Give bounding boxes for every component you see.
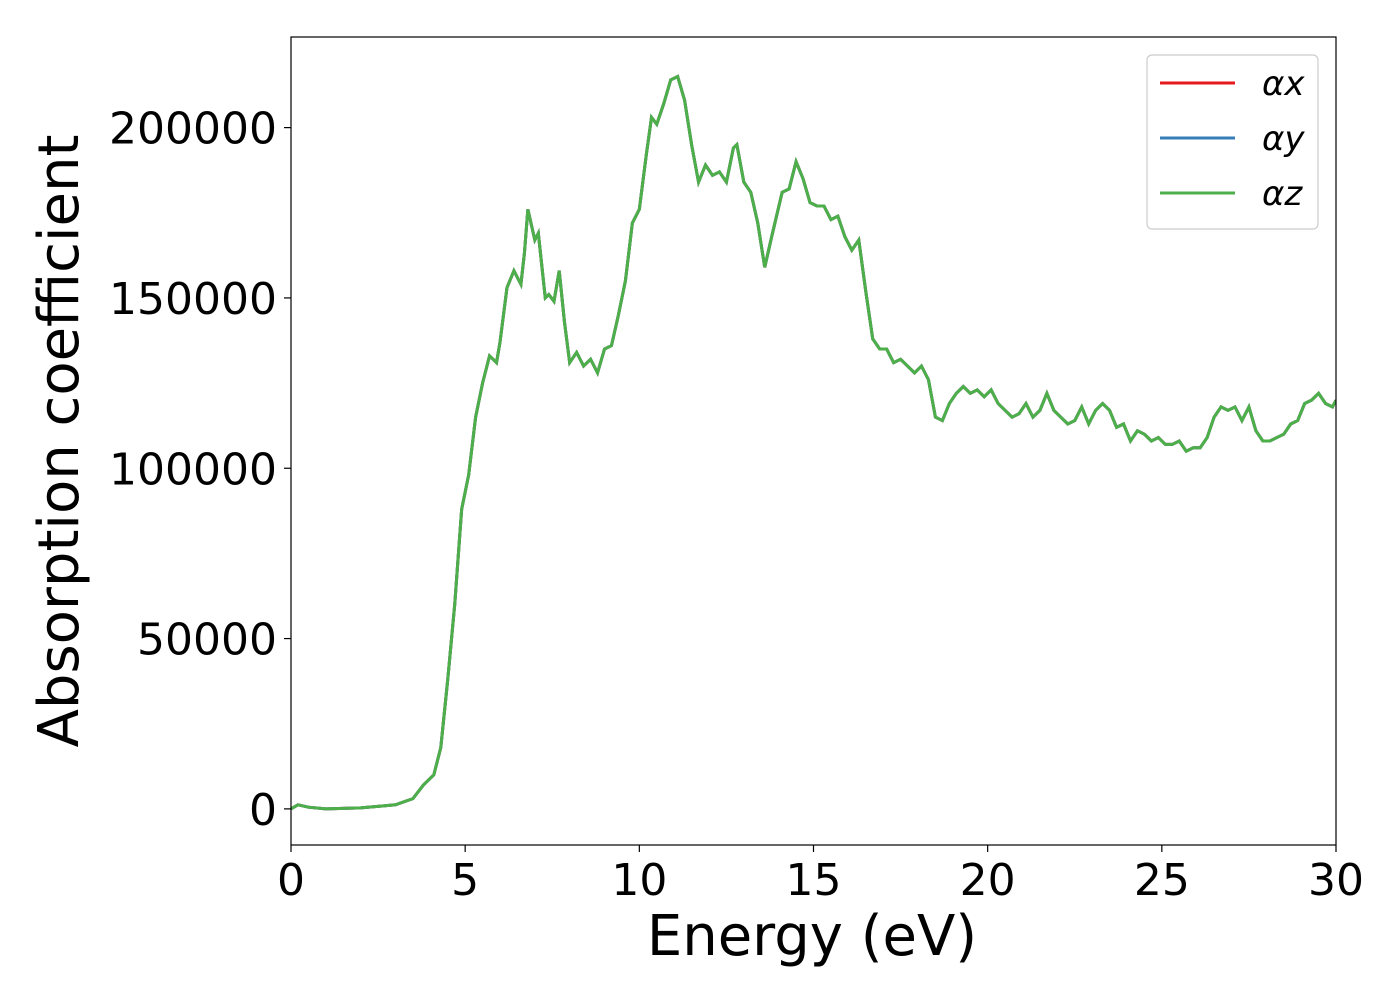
series-line	[291, 74, 1336, 811]
legend-box	[1146, 54, 1319, 230]
y-tick-label: 0	[249, 785, 277, 836]
x-tick-label: 0	[277, 855, 305, 906]
plot-frame	[290, 36, 1337, 846]
legend-label: αy	[1262, 119, 1305, 159]
x-tick-label: 20	[960, 855, 1016, 906]
y-tick-label: 50000	[137, 615, 277, 666]
x-tick-label: 15	[786, 855, 842, 906]
y-tick-label: 150000	[109, 274, 277, 325]
legend-label: αz	[1262, 174, 1303, 214]
legend-label: αx	[1262, 64, 1305, 104]
x-tick-label: 30	[1308, 855, 1364, 906]
y-axis-label: Absorption coefficient	[27, 135, 92, 748]
x-tick-label: 10	[611, 855, 667, 906]
x-axis-label: Energy (eV)	[647, 904, 977, 969]
y-tick-label: 100000	[109, 444, 277, 495]
x-tick-label: 5	[451, 855, 479, 906]
x-tick-label: 25	[1134, 855, 1190, 906]
y-tick-label: 200000	[109, 104, 277, 155]
